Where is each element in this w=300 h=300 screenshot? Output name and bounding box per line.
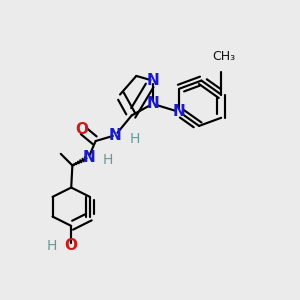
Text: H: H [130, 132, 140, 146]
Text: N: N [173, 104, 186, 119]
Text: N: N [109, 128, 122, 143]
Text: N: N [82, 150, 95, 165]
Text: H: H [46, 239, 57, 253]
Text: N: N [146, 73, 159, 88]
Text: CH₃: CH₃ [212, 50, 235, 63]
Text: N: N [146, 96, 159, 111]
Text: H: H [103, 153, 113, 166]
Text: O: O [75, 122, 88, 137]
Text: O: O [65, 238, 78, 253]
